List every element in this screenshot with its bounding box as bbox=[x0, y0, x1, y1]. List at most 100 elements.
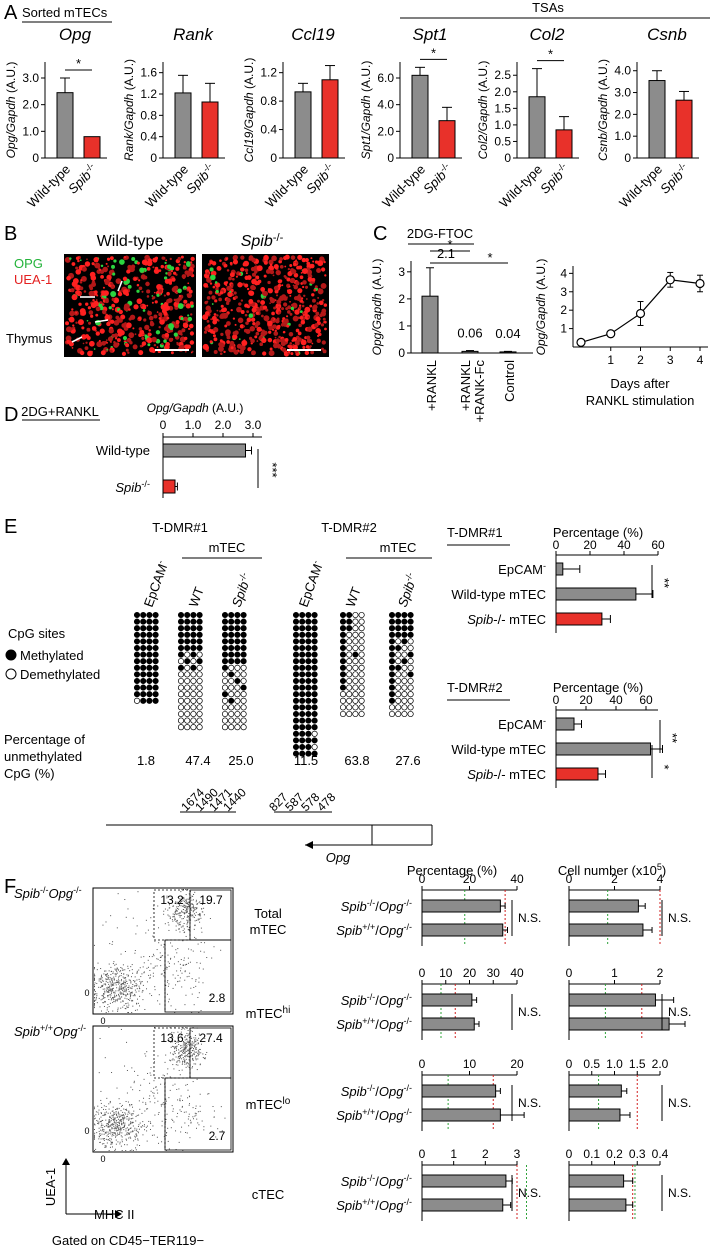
y-tick-label: 0 bbox=[150, 151, 157, 165]
x-tick-label: 2.0 bbox=[652, 1057, 669, 1071]
y-tick-label: 2.0 bbox=[377, 124, 394, 138]
category-label: Spib-/- bbox=[302, 161, 338, 197]
x-tick-label: 1 bbox=[611, 966, 618, 980]
x-tick-label: 0 bbox=[553, 693, 560, 707]
category-label: Spib-/-/Opg-/- bbox=[341, 1173, 412, 1189]
bar-col2-1 bbox=[555, 129, 573, 159]
x-tick-label: 40 bbox=[510, 872, 524, 886]
bar-opg-0 bbox=[56, 92, 74, 159]
x-tick-label: 40 bbox=[510, 966, 524, 980]
x-tick-label: 1.0 bbox=[606, 1057, 623, 1071]
category-label: +RANKL bbox=[424, 360, 439, 411]
bar-title-dmr: T-DMR#2 bbox=[447, 680, 503, 695]
percentage-label: CpG (%) bbox=[4, 766, 55, 781]
category-label: Spib-/-/Opg-/- bbox=[341, 1083, 412, 1099]
category-label: Spib-/- mTEC bbox=[467, 767, 546, 782]
y-axis-label: Opg/Gapdh (A.U.) bbox=[534, 259, 548, 356]
flow-x-label: MHC II bbox=[94, 1207, 134, 1222]
value-label: 2.1 bbox=[437, 246, 455, 261]
category-label: Spib-/- bbox=[656, 161, 692, 197]
x-tick-label: 3 bbox=[667, 353, 674, 367]
y-tick-label: 0 bbox=[624, 151, 631, 165]
y-tick-label: 1.0 bbox=[494, 118, 511, 132]
value-label: 0.06 bbox=[457, 325, 482, 340]
category-label: Spib-/- bbox=[115, 479, 150, 495]
x-tick-label: 20 bbox=[463, 966, 477, 980]
x-tick-label: 1 bbox=[450, 1147, 457, 1161]
x-tick-label: 4 bbox=[697, 353, 704, 367]
column-label: WT bbox=[186, 585, 207, 609]
y-tick-label: 2.0 bbox=[22, 98, 39, 112]
y-axis-label: Ccl19/Gapdh (A.U.) bbox=[242, 58, 256, 163]
ns-label: N.S. bbox=[668, 911, 691, 925]
gate-mteclo bbox=[164, 1077, 232, 1151]
bar-f-cell bbox=[568, 923, 644, 937]
data-point bbox=[635, 308, 646, 319]
bar-f-pct bbox=[421, 899, 501, 913]
bar-f-pct bbox=[421, 1084, 497, 1098]
cpg-matrix-ko-1 bbox=[221, 611, 247, 731]
ns-label: N.S. bbox=[518, 1005, 541, 1019]
bar-f-pct bbox=[421, 993, 473, 1007]
bar-ftoc-2 bbox=[499, 351, 517, 354]
ns-label: N.S. bbox=[668, 1186, 691, 1200]
y-axis-label: Rank/Gapdh (A.U.) bbox=[122, 59, 136, 161]
category-label: Wild-type mTEC bbox=[451, 742, 546, 757]
y-tick-label: 0 bbox=[32, 151, 39, 165]
category-label: Spib+/+/Opg-/- bbox=[336, 922, 412, 938]
x-tick-label: 0 bbox=[553, 538, 560, 552]
bar-f-pct bbox=[421, 1198, 504, 1212]
bar-e-1-0 bbox=[555, 717, 575, 731]
x-tick-label: 1.5 bbox=[629, 1057, 646, 1071]
category-label: Control bbox=[502, 360, 517, 402]
category-label: EpCAM- bbox=[498, 561, 546, 577]
percentage-value: 25.0 bbox=[228, 753, 253, 768]
x-tick-label: 0 bbox=[566, 872, 573, 886]
ns-label: N.S. bbox=[668, 1005, 691, 1019]
x-tick-label: 0.5 bbox=[583, 1057, 600, 1071]
x-tick-label: 2.0 bbox=[215, 418, 232, 432]
gating-label: Gated on CD45−TER119− bbox=[52, 1233, 204, 1248]
bar-ccl19-1 bbox=[321, 79, 339, 159]
category-label: Spib-/- bbox=[419, 161, 455, 197]
y-tick-label: 4.0 bbox=[377, 98, 394, 112]
y-tick-label: 1.0 bbox=[22, 124, 39, 138]
x-tick-label: 20 bbox=[510, 1057, 524, 1071]
gate-mteclo bbox=[164, 939, 232, 1013]
significance-mark: * bbox=[548, 47, 553, 62]
row-label: cTEC bbox=[252, 1187, 285, 1202]
axis-zero: 0 bbox=[84, 988, 89, 998]
x-axis-label: Opg/Gapdh (A.U.) bbox=[147, 401, 244, 415]
x-tick-label: 60 bbox=[651, 538, 665, 552]
gate-value: 19.7 bbox=[199, 893, 223, 907]
significance-mark: * bbox=[76, 56, 81, 71]
bar-f-pct bbox=[421, 1017, 475, 1031]
cpg-position: 478 bbox=[314, 790, 338, 814]
x-tick-label: 20 bbox=[583, 538, 597, 552]
spib-micrograph bbox=[202, 254, 329, 357]
ns-label: N.S. bbox=[518, 911, 541, 925]
category-label: Spib+/+/Opg-/- bbox=[336, 1107, 412, 1123]
x-tick-label: 0.2 bbox=[606, 1147, 623, 1161]
y-axis-label: Csnb/Gapdh (A.U.) bbox=[596, 59, 610, 161]
percentage-value: 47.4 bbox=[185, 753, 210, 768]
arrow-head bbox=[62, 1158, 70, 1165]
x-tick-label: 0 bbox=[566, 1057, 573, 1071]
bar-col2-0 bbox=[528, 96, 546, 159]
x-tick-label: 0 bbox=[160, 418, 167, 432]
y-axis-label: Opg/Gapdh (A.U.) bbox=[370, 259, 384, 356]
percentage-value: 27.6 bbox=[395, 753, 420, 768]
y-tick-label: 1.2 bbox=[260, 66, 277, 80]
y-tick-label: 3.0 bbox=[22, 71, 39, 85]
row-label: mTEClo bbox=[246, 1096, 291, 1112]
percentage-value: 63.8 bbox=[344, 753, 369, 768]
legend-opg: OPG bbox=[14, 256, 43, 271]
y-tick-label: 2 bbox=[398, 292, 405, 306]
x-tick-label: 3.0 bbox=[245, 418, 262, 432]
panel-letter-e: E bbox=[4, 516, 17, 538]
ftoc-title: 2DG-FTOC bbox=[407, 226, 473, 241]
cpg-matrix-wt-1 bbox=[177, 611, 203, 731]
category-label: Spib-/- mTEC bbox=[467, 612, 546, 627]
category-label: +RANKL bbox=[458, 360, 473, 411]
